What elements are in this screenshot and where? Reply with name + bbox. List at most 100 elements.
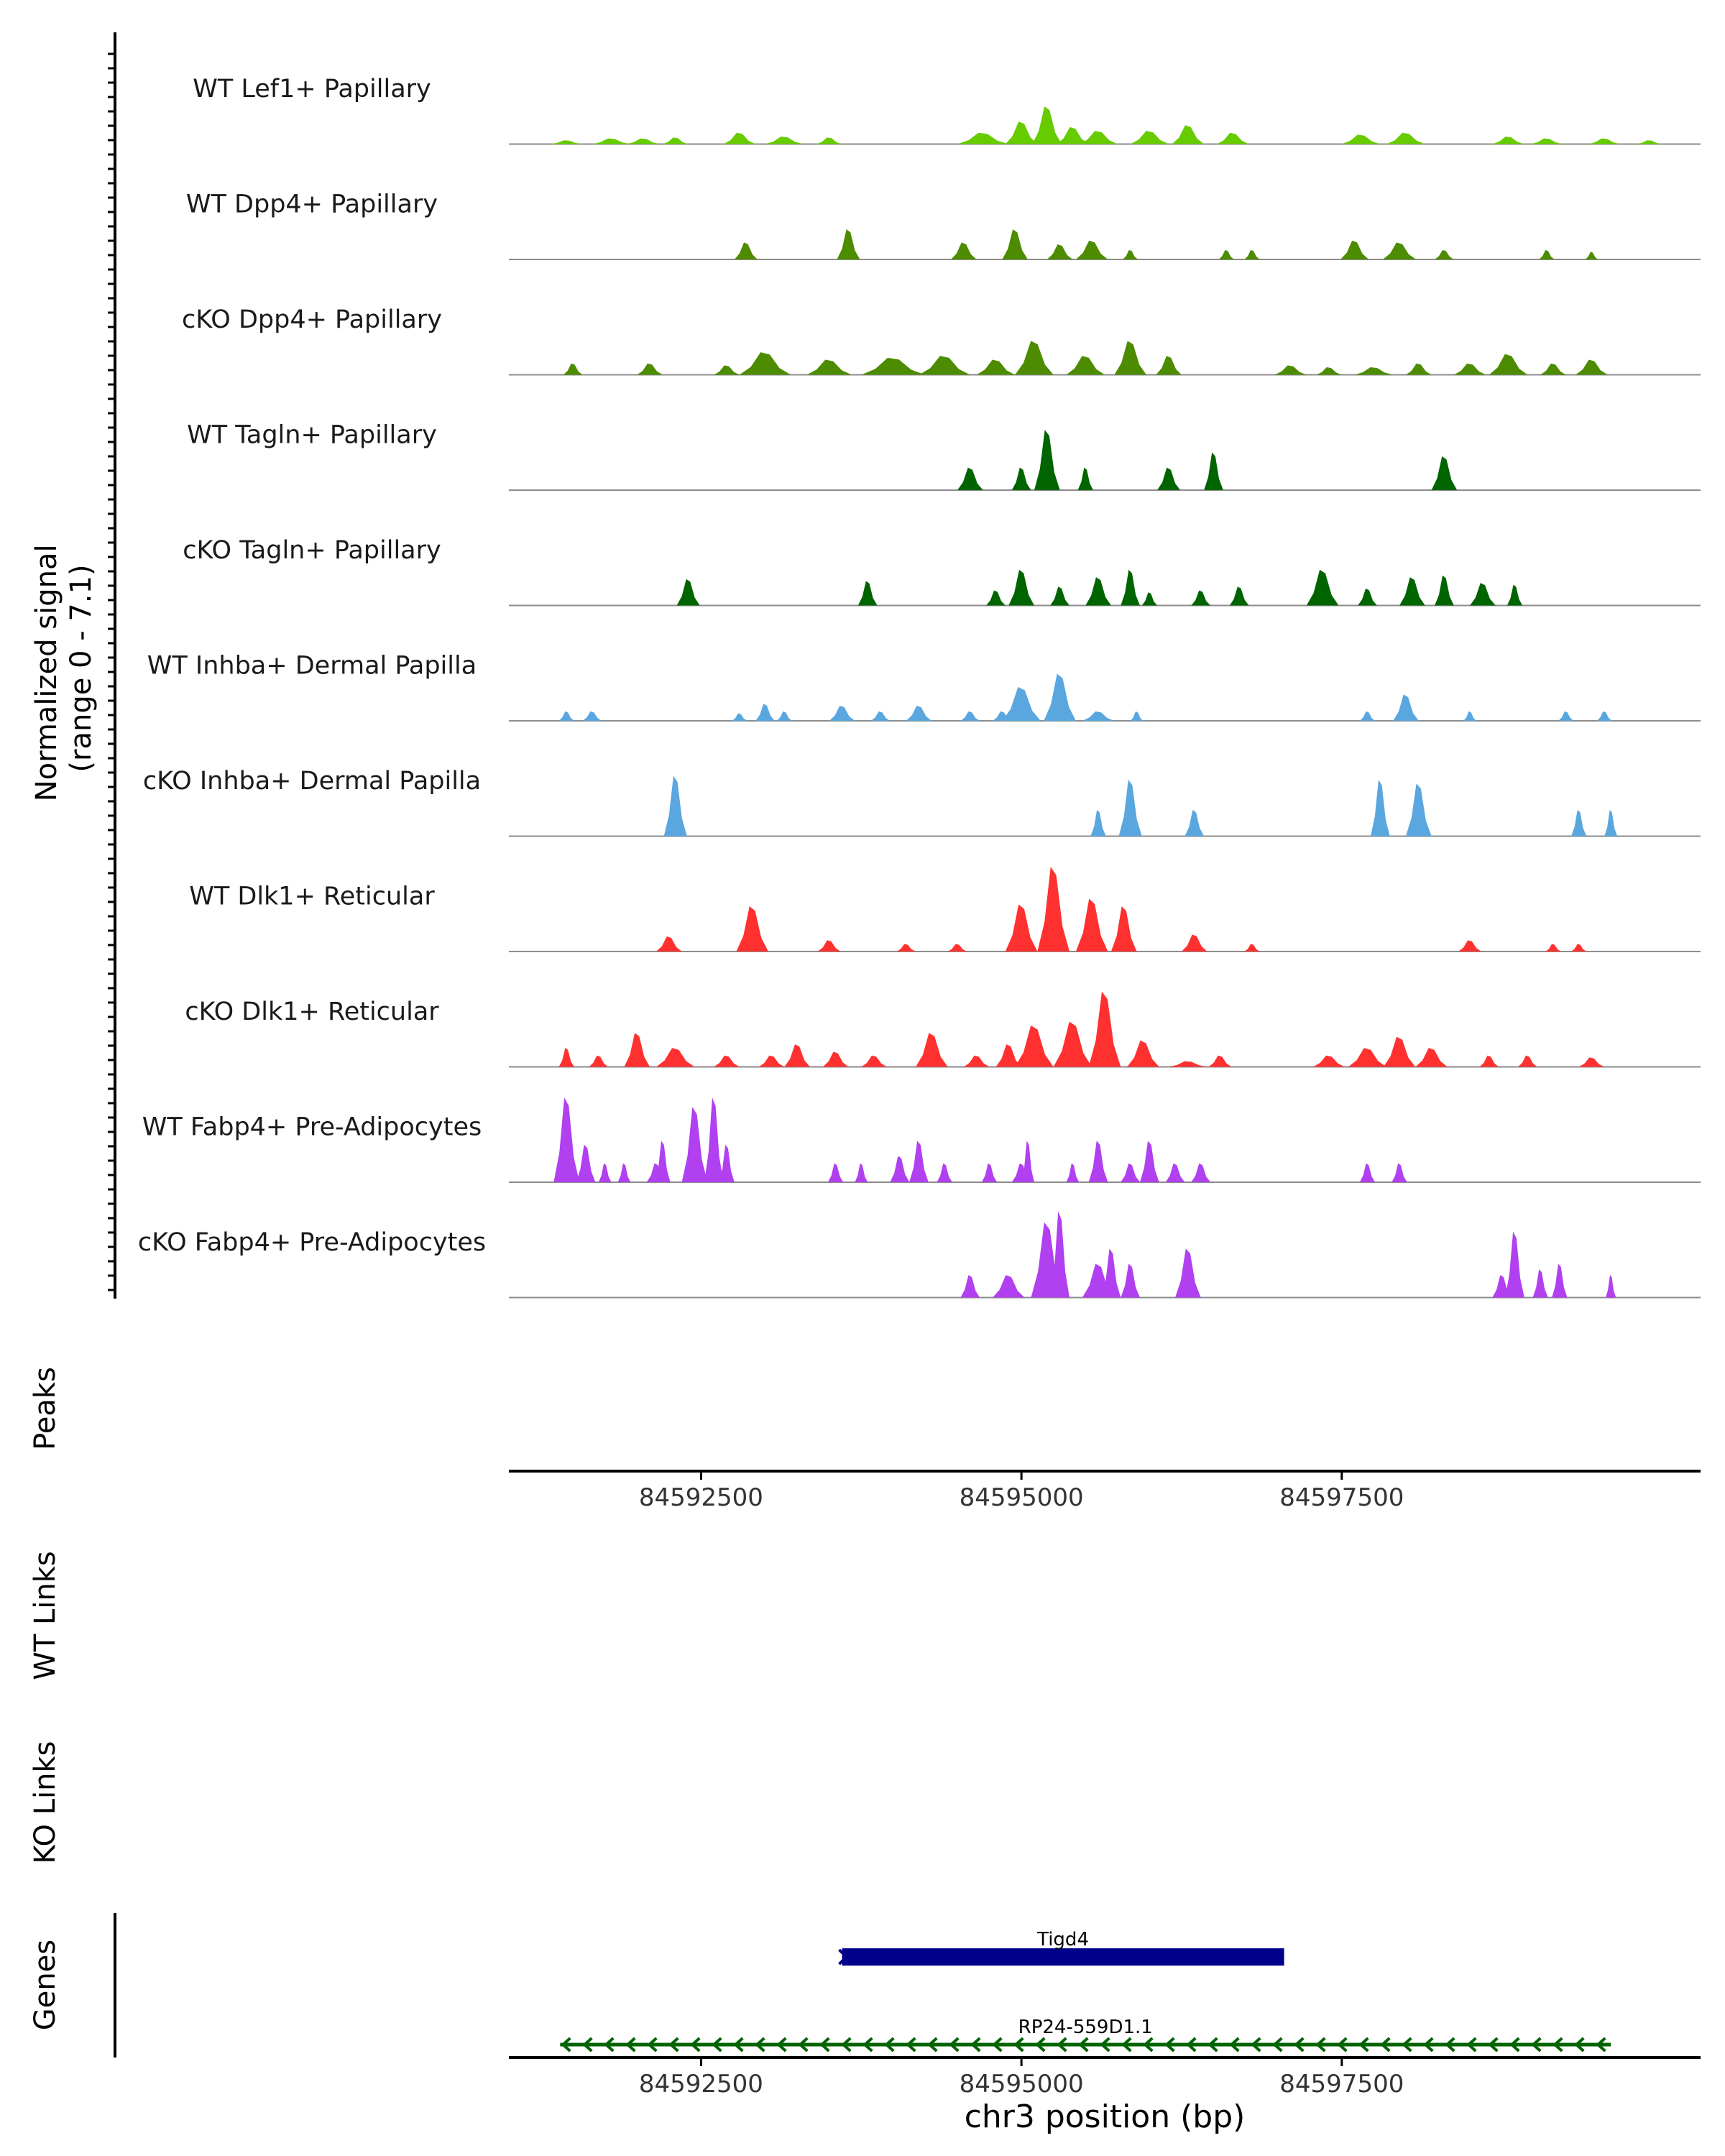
coverage-peak	[1156, 356, 1182, 375]
coverage-peak	[739, 352, 791, 375]
gene-strand-arrow	[1057, 2037, 1067, 2053]
coverage-peak	[1636, 140, 1662, 144]
gene-strand-arrow	[1574, 2037, 1585, 2053]
gene-strand-arrow	[884, 2037, 895, 2053]
coverage-peak	[1358, 588, 1377, 606]
gene-strand-arrow	[862, 2037, 873, 2053]
coverage-peak	[1130, 131, 1169, 144]
coverage-peak	[1005, 904, 1038, 952]
coverage-peak	[960, 1275, 980, 1298]
coverage-peak	[1050, 1211, 1070, 1298]
track-6: WT Inhba+ Dermal Papilla	[147, 652, 1701, 722]
track-8: WT Dlk1+ Reticular	[189, 867, 1701, 952]
coverage-peak	[558, 711, 574, 721]
gene-strand-arrow	[1186, 2037, 1197, 2053]
gene-strand-arrow	[1121, 2037, 1132, 2053]
coverage-peak	[1101, 1248, 1121, 1298]
coverage-peak	[1021, 1141, 1034, 1182]
coverage-peak	[734, 242, 758, 259]
coverage-peak	[919, 356, 970, 375]
coverage-peak	[563, 363, 583, 375]
coverage-peak	[1090, 809, 1106, 837]
coverage-peak	[1530, 138, 1563, 144]
coverage-peak	[1492, 137, 1524, 144]
coverage-peak	[1082, 711, 1115, 721]
coverage-peak	[1532, 1269, 1548, 1298]
coverage-peak	[1244, 249, 1260, 259]
coverage-peak	[1545, 944, 1561, 952]
track-10: WT Fabp4+ Pre-Adipocytes	[142, 1097, 1701, 1183]
coverage-peak	[714, 365, 740, 375]
coverage-peak	[1015, 1025, 1054, 1067]
coverage-peak	[576, 1144, 596, 1182]
gene-strand-arrow	[647, 2037, 658, 2053]
coverage-peak	[861, 357, 926, 375]
coverage-peak	[1393, 694, 1419, 721]
genes-x-axis-ticks: 84592500 84595000 84597500	[639, 2058, 1404, 2099]
x-axis-title: chr3 position (bp)	[965, 2099, 1246, 2135]
gene-strand-arrow	[1445, 2037, 1455, 2053]
coverage-peak	[704, 1097, 724, 1182]
coverage-peak	[1181, 934, 1208, 952]
gene-strand-arrow	[1143, 2037, 1154, 2053]
gene-strand-arrow	[838, 1948, 849, 1966]
coverage-peak	[1405, 363, 1432, 375]
coverage-peak	[1604, 809, 1618, 837]
coverage-peak	[1050, 586, 1070, 606]
wt-links-panel-label: WT Links	[29, 1551, 62, 1680]
coverage-peak	[1392, 1163, 1407, 1182]
coverage-peak	[1370, 779, 1390, 837]
gene-strand-arrow	[755, 2037, 765, 2053]
track-7: cKO Inhba+ Dermal Papilla	[143, 767, 1701, 837]
coverage-peak	[1077, 467, 1093, 490]
coverage-peak	[1110, 906, 1137, 952]
coverage-peak	[736, 906, 769, 952]
gene-strand-arrow	[1272, 2037, 1283, 2053]
coverage-peak	[1169, 1061, 1208, 1067]
coverage-peak	[906, 706, 932, 721]
coverage-peak	[550, 140, 583, 144]
coverage-peak	[1382, 242, 1417, 259]
coverage-peak	[1175, 1248, 1201, 1298]
track-label: cKO Dlk1+ Reticular	[185, 998, 439, 1026]
x-axis-tick-label: 84597500	[1279, 1483, 1404, 1512]
track-label: cKO Inhba+ Dermal Papilla	[143, 767, 481, 796]
coverage-peak	[1157, 467, 1181, 490]
coverage-peak	[1053, 1021, 1092, 1067]
coverage-peak	[822, 1051, 849, 1067]
coverage-peak	[1130, 711, 1144, 721]
coverage-peak	[1066, 1163, 1080, 1182]
coverage-peak	[963, 1055, 990, 1067]
coverage-peak	[1057, 126, 1089, 144]
gene-strand-arrow	[1552, 2037, 1563, 2053]
gene-strand-arrow	[841, 2037, 852, 2053]
coverage-peak	[1505, 1231, 1524, 1298]
gene-strand-arrow	[798, 2037, 809, 2053]
coverage-peak	[1585, 252, 1598, 259]
coverage-peak	[1005, 121, 1038, 144]
track-2: WT Dpp4+ Papillary	[186, 190, 1701, 260]
coverage-peak	[1032, 106, 1062, 144]
coverage-peak	[1046, 244, 1073, 259]
coverage-peak	[681, 1107, 708, 1182]
coverage-peak	[916, 1033, 948, 1067]
coverage-peak	[1121, 1263, 1141, 1298]
track-label: WT Dpp4+ Papillary	[186, 190, 438, 219]
track-label: WT Lef1+ Papillary	[193, 75, 431, 103]
gene-label-rp24: RP24-559D1.1	[1018, 2017, 1153, 2038]
coverage-peak	[1011, 467, 1031, 490]
coverage-peak	[909, 1141, 929, 1182]
track-label: WT Dlk1+ Reticular	[189, 883, 435, 911]
gene-strand-arrow	[690, 2037, 701, 2053]
coverage-peak	[765, 137, 804, 144]
gene-strand-arrow	[970, 2037, 981, 2053]
coverage-peak	[995, 1044, 1022, 1067]
coverage-peak	[1453, 363, 1486, 375]
coverage-peak	[1435, 575, 1454, 606]
coverage-peak	[1539, 249, 1555, 259]
coverage-peak	[1576, 359, 1608, 375]
coverage-peak	[1383, 1036, 1416, 1067]
signal-y-axis-ticks	[108, 52, 115, 1291]
coverage-peak	[1075, 240, 1108, 259]
coverage-peak	[1489, 354, 1528, 375]
